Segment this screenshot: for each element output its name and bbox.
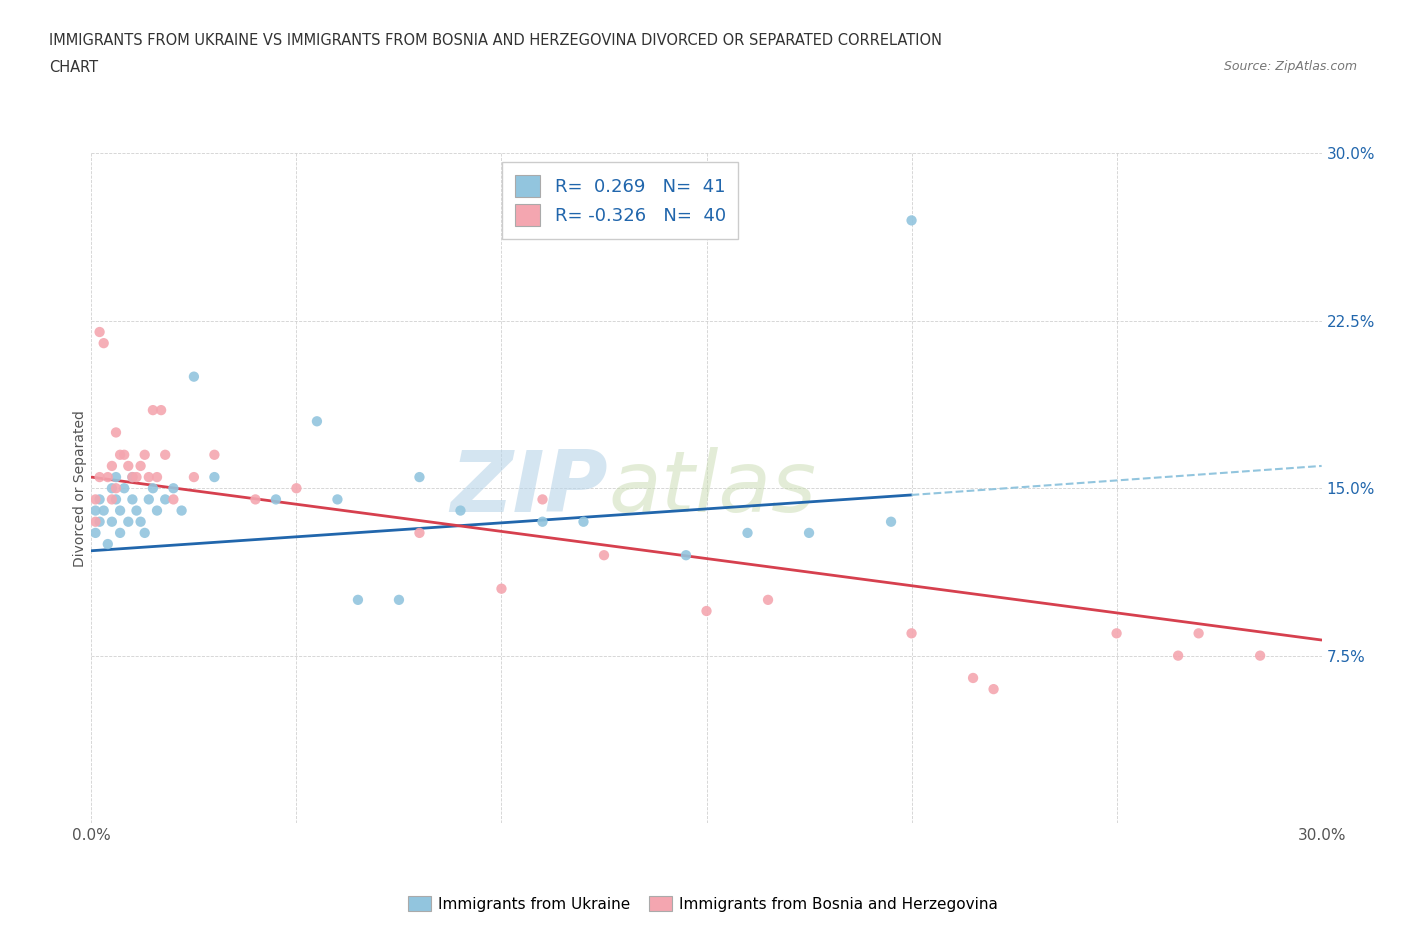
Point [202, 470, 225, 485]
Legend: R=  0.269   N=  41, R= -0.326   N=  40: R= 0.269 N= 41, R= -0.326 N= 40 [502, 163, 738, 239]
Point [900, 213, 922, 228]
Point [1249, 648, 1271, 663]
Point [531, 514, 554, 529]
Point [117, 458, 139, 473]
Point [89, 470, 111, 485]
Point [84, 514, 107, 529]
Point [97, 470, 120, 485]
Point [305, 414, 328, 429]
Text: atlas: atlas [607, 446, 815, 530]
Point [134, 525, 156, 540]
Point [146, 470, 169, 485]
Point [117, 514, 139, 529]
Point [183, 369, 205, 384]
Point [531, 492, 554, 507]
Point [245, 492, 267, 507]
Point [326, 492, 349, 507]
Point [491, 581, 513, 596]
Text: CHART: CHART [49, 60, 98, 75]
Point [142, 403, 165, 418]
Point [93, 336, 115, 351]
Point [129, 514, 152, 529]
Point [900, 626, 922, 641]
Point [347, 592, 370, 607]
Point [108, 503, 131, 518]
Text: Source: ZipAtlas.com: Source: ZipAtlas.com [1223, 60, 1357, 73]
Point [138, 492, 160, 507]
Text: IMMIGRANTS FROM UKRAINE VS IMMIGRANTS FROM BOSNIA AND HERZEGOVINA DIVORCED OR SE: IMMIGRANTS FROM UKRAINE VS IMMIGRANTS FR… [49, 33, 942, 47]
Point [97, 537, 120, 551]
Point [138, 470, 160, 485]
Point [162, 492, 184, 507]
Point [150, 403, 173, 418]
Point [170, 503, 193, 518]
Point [112, 447, 135, 462]
Point [202, 447, 225, 462]
Point [593, 548, 616, 563]
Point [695, 604, 717, 618]
Point [142, 481, 165, 496]
Point [1187, 626, 1209, 641]
Point [1167, 648, 1189, 663]
Point [84, 503, 107, 518]
Point [105, 492, 127, 507]
Point [162, 481, 184, 496]
Point [101, 458, 124, 473]
Point [129, 458, 152, 473]
Point [121, 470, 143, 485]
Point [572, 514, 595, 529]
Point [125, 503, 148, 518]
Point [125, 470, 148, 485]
Point [105, 481, 127, 496]
Point [153, 447, 177, 462]
Point [153, 492, 177, 507]
Text: ZIP: ZIP [450, 446, 607, 530]
Point [408, 525, 430, 540]
Point [285, 481, 308, 496]
Point [105, 425, 127, 440]
Legend: Immigrants from Ukraine, Immigrants from Bosnia and Herzegovina: Immigrants from Ukraine, Immigrants from… [402, 889, 1004, 918]
Point [983, 682, 1005, 697]
Point [388, 592, 411, 607]
Point [101, 492, 124, 507]
Point [112, 481, 135, 496]
Point [108, 525, 131, 540]
Point [880, 514, 903, 529]
Point [121, 492, 143, 507]
Point [756, 592, 779, 607]
Point [797, 525, 820, 540]
Point [105, 470, 127, 485]
Point [183, 470, 205, 485]
Point [264, 492, 287, 507]
Point [89, 325, 111, 339]
Point [675, 548, 697, 563]
Point [84, 492, 107, 507]
Point [89, 492, 111, 507]
Point [962, 671, 984, 685]
Point [89, 514, 111, 529]
Point [134, 447, 156, 462]
Point [737, 525, 759, 540]
Point [108, 447, 131, 462]
Point [408, 470, 430, 485]
Point [84, 525, 107, 540]
Point [101, 481, 124, 496]
Point [101, 514, 124, 529]
Point [93, 503, 115, 518]
Point [449, 503, 471, 518]
Point [146, 503, 169, 518]
Y-axis label: Divorced or Separated: Divorced or Separated [73, 410, 87, 566]
Point [1105, 626, 1128, 641]
Point [121, 470, 143, 485]
